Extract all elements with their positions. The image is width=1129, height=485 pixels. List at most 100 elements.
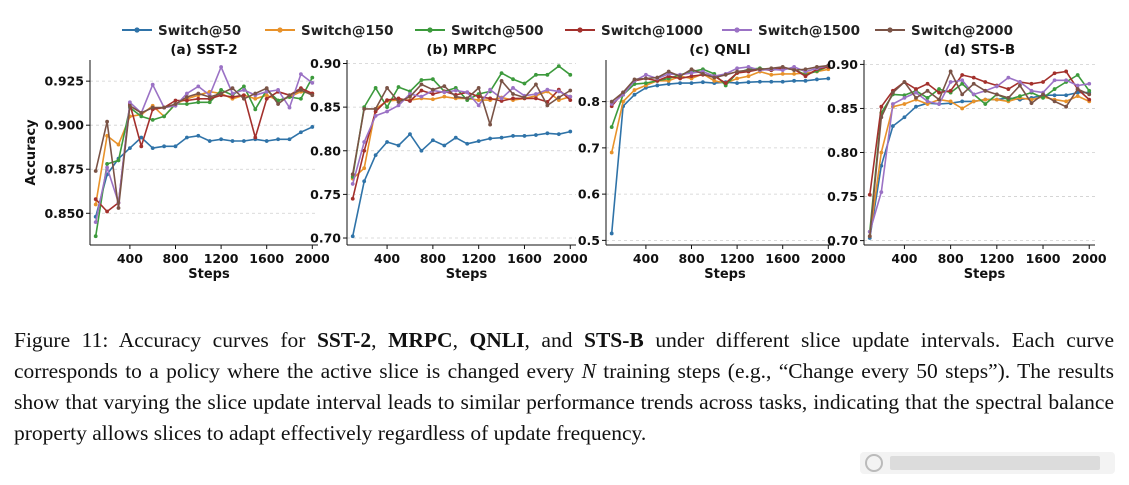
data-point-switch-50 [522,134,527,138]
data-point-switch-150 [430,97,435,102]
data-point-switch-1000 [1087,97,1092,102]
data-point-switch-2000 [499,79,504,83]
data-point-switch-1000 [385,98,389,103]
data-point-switch-2000 [93,169,98,173]
data-point-switch-1500 [746,65,751,69]
data-point-switch-1500 [242,88,246,92]
data-point-switch-1000 [803,74,808,79]
data-point-switch-2000 [1029,101,1034,106]
y-tick-label: 0.70 [310,231,341,246]
series-line-switch-2000 [611,64,829,103]
y-tick-label: 0.85 [827,101,858,116]
data-point-switch-50 [534,133,538,137]
data-point-switch-1500 [453,88,458,93]
data-point-switch-1000 [723,81,728,86]
series-line-switch-50 [351,130,571,237]
data-point-switch-1500 [105,165,109,170]
data-point-switch-500 [162,114,167,119]
y-tick-label: 0.75 [310,187,341,202]
data-point-switch-500 [93,234,98,239]
caption-task-mrpc: MRPC [388,328,453,352]
series-line-switch-500 [869,74,1090,232]
series-line-switch-2000 [94,87,313,209]
data-point-switch-1000 [373,109,378,114]
data-point-switch-2000 [758,67,762,72]
data-point-switch-50 [632,92,637,97]
x-tick-label: 1200 [204,251,239,266]
data-point-switch-150 [556,98,561,103]
data-point-switch-50 [185,135,189,140]
data-point-switch-2000 [511,92,515,96]
data-point-switch-1000 [1029,81,1034,86]
y-tick-label: 0.75 [827,189,858,204]
data-point-switch-2000 [350,172,355,177]
data-point-switch-500 [499,71,504,75]
data-point-switch-2000 [310,93,315,98]
data-point-switch-50 [442,143,447,148]
data-point-switch-1000 [971,75,976,80]
data-point-switch-1500 [948,80,953,84]
x-tick-label: 1200 [720,251,755,266]
caption-text: training steps (e.g., “Change every 50 s… [14,359,1114,445]
x-tick-label: 400 [633,251,659,266]
data-point-switch-1500 [792,65,796,69]
data-point-switch-1000 [937,90,941,95]
data-point-switch-2000 [253,91,258,96]
data-point-switch-2000 [971,81,976,86]
data-point-switch-2000 [196,91,201,96]
data-point-switch-1500 [902,95,907,100]
data-point-switch-1500 [499,96,504,101]
data-point-switch-2000 [655,75,660,80]
panel-title-mrpc: (b) MRPC [426,42,496,58]
data-point-switch-1500 [1087,81,1092,86]
data-point-switch-1500 [230,91,235,96]
x-tick-label: 2000 [1072,251,1107,266]
data-point-switch-2000 [879,115,884,120]
data-point-switch-50 [476,139,481,144]
data-point-switch-50 [568,129,573,134]
x-axis-label: Steps [704,267,746,282]
data-point-switch-50 [453,135,458,140]
data-point-switch-2000 [264,86,269,91]
x-axis-label: Steps [446,267,488,282]
data-point-switch-1500 [1052,78,1057,83]
data-point-switch-2000 [207,95,212,99]
x-tick-label: 400 [117,251,143,266]
data-point-switch-2000 [983,88,988,93]
x-tick-label: 1600 [249,251,284,266]
data-point-switch-2000 [1087,92,1092,97]
data-point-switch-50 [545,131,550,136]
y-tick-label: 0.7 [578,140,600,155]
data-point-switch-500 [609,125,614,129]
data-point-switch-1500 [396,103,401,108]
data-point-switch-500 [373,86,378,90]
data-point-switch-1500 [93,220,98,224]
data-point-switch-150 [264,93,269,98]
data-point-switch-150 [971,99,976,104]
data-point-switch-500 [1052,87,1057,91]
series-line-switch-150 [352,90,571,180]
data-point-switch-1000 [568,98,573,103]
y-tick-label: 0.850 [44,206,84,221]
data-point-switch-150 [442,94,447,99]
data-point-switch-1000 [408,99,412,103]
caption-separator: , and [524,328,584,352]
data-point-switch-1500 [1064,78,1069,83]
data-point-switch-500 [568,72,573,77]
data-point-switch-2000 [1052,99,1057,104]
data-point-switch-2000 [712,75,717,80]
series-line-switch-1000 [869,70,1090,195]
y-axis-label: Accuracy [24,119,39,186]
data-point-switch-150 [879,150,884,155]
data-point-switch-500 [419,78,424,82]
data-point-switch-1000 [867,192,872,197]
legend-swatch-marker [887,27,893,33]
data-point-switch-1500 [185,91,189,96]
data-point-switch-50 [556,132,561,137]
data-point-switch-50 [701,80,705,85]
data-point-switch-2000 [826,63,831,68]
data-point-switch-1500 [937,102,941,106]
data-point-switch-150 [792,71,796,76]
data-point-switch-1000 [511,96,515,101]
data-point-switch-1000 [196,96,201,101]
